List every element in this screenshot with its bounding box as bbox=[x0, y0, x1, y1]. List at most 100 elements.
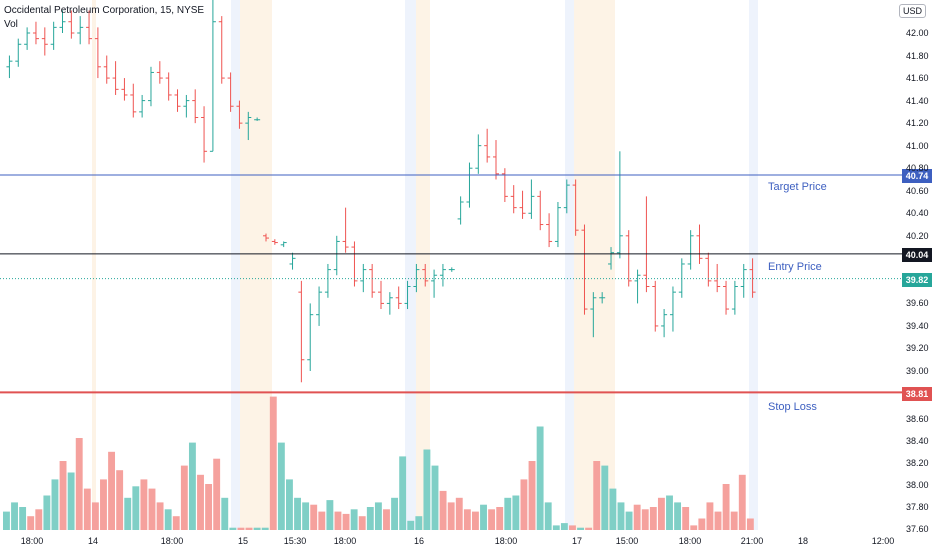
price-tick-label: 41.20 bbox=[906, 118, 929, 129]
session-band bbox=[416, 0, 430, 530]
time-tick-label: 17 bbox=[571, 536, 583, 546]
volume-bar bbox=[286, 479, 293, 530]
volume-bar bbox=[601, 465, 609, 530]
volume-bar bbox=[407, 520, 415, 530]
volume-bar bbox=[682, 507, 690, 530]
volume-bar bbox=[188, 442, 196, 530]
volume-bar bbox=[164, 509, 172, 530]
volume-bar bbox=[447, 502, 455, 530]
volume-bar bbox=[463, 509, 471, 530]
price-tick-label: 41.60 bbox=[906, 73, 929, 84]
price-tick-label: 39.40 bbox=[906, 320, 929, 331]
volume-bar bbox=[488, 509, 496, 530]
volume-bar bbox=[3, 511, 10, 530]
entry-price-label: Entry Price bbox=[768, 261, 822, 273]
volume-bar bbox=[698, 518, 706, 530]
time-tick-label: 21:00 bbox=[740, 536, 764, 546]
volume-bar bbox=[11, 502, 18, 530]
volume-bar bbox=[544, 502, 552, 530]
session-band bbox=[240, 0, 272, 530]
time-tick-label: 15:30 bbox=[283, 536, 307, 546]
volume-bar bbox=[294, 497, 301, 530]
volume-bar bbox=[730, 511, 738, 530]
volume-bar bbox=[366, 507, 374, 530]
volume-bar bbox=[19, 507, 27, 530]
volume-bar bbox=[674, 502, 682, 530]
price-tick-label: 41.80 bbox=[906, 50, 929, 61]
volume-bar bbox=[746, 518, 754, 530]
time-tick-label: 18:00 bbox=[333, 536, 357, 546]
time-tick-label: 18:00 bbox=[678, 536, 702, 546]
volume-bar bbox=[706, 502, 714, 530]
volume-bar bbox=[229, 527, 237, 530]
symbol-title[interactable]: Occidental Petroleum Corporation, 15, NY… bbox=[4, 5, 205, 16]
volume-bar bbox=[269, 396, 277, 530]
price-tick-label: 37.80 bbox=[906, 502, 929, 512]
price-tick-label: 40.80 bbox=[906, 163, 929, 174]
target-price-label: Target Price bbox=[768, 181, 827, 193]
volume-bar bbox=[625, 511, 633, 530]
chart-legend: Occidental Petroleum Corporation, 15, NY… bbox=[4, 4, 204, 32]
volume-bar bbox=[253, 527, 261, 530]
volume-bar bbox=[148, 488, 156, 530]
volume-bar bbox=[221, 497, 229, 530]
time-tick-label: 14 bbox=[87, 536, 99, 546]
volume-bar bbox=[334, 511, 342, 530]
volume-bar bbox=[536, 426, 544, 530]
volume-bar bbox=[569, 525, 576, 530]
volume-bar bbox=[100, 479, 107, 530]
volume-bar bbox=[415, 516, 423, 530]
volume-bar bbox=[124, 497, 132, 530]
volume-label[interactable]: Vol bbox=[4, 19, 18, 30]
volume-bar bbox=[156, 502, 164, 530]
volume-bar bbox=[423, 449, 431, 530]
session-band bbox=[405, 0, 416, 530]
volume-bar bbox=[116, 470, 124, 530]
volume-bar bbox=[302, 502, 310, 530]
volume-bar bbox=[609, 488, 617, 530]
volume-bar bbox=[552, 525, 560, 530]
time-tick-label: 12:00 bbox=[871, 536, 895, 546]
session-band bbox=[92, 0, 96, 530]
volume-bar bbox=[512, 495, 520, 530]
volume-bar bbox=[383, 509, 390, 530]
volume-bar bbox=[59, 461, 67, 530]
price-tick-label: 38.60 bbox=[906, 414, 929, 424]
volume-bar bbox=[528, 461, 536, 530]
volume-bar bbox=[617, 502, 625, 530]
volume-bar bbox=[245, 527, 253, 530]
price-tick-label: 41.00 bbox=[906, 140, 929, 151]
price-tick-label: 40.20 bbox=[906, 230, 929, 241]
volume-bar bbox=[35, 509, 43, 530]
volume-bar bbox=[520, 479, 528, 530]
volume-bar bbox=[391, 497, 399, 530]
session-band bbox=[565, 0, 574, 530]
volume-bar bbox=[585, 527, 593, 530]
volume-bar bbox=[633, 504, 641, 530]
session-band bbox=[749, 0, 758, 530]
volume-bar bbox=[722, 484, 730, 530]
volume-bar bbox=[666, 495, 673, 530]
time-tick-label: 18:00 bbox=[494, 536, 518, 546]
volume-bar bbox=[714, 511, 722, 530]
volume-bar bbox=[83, 488, 91, 530]
volume-bar bbox=[237, 527, 245, 530]
volume-bar bbox=[27, 516, 35, 530]
time-tick-label: 15:00 bbox=[615, 536, 639, 546]
volume-bar bbox=[690, 525, 698, 530]
price-tick-label: 37.60 bbox=[906, 524, 929, 534]
volume-bar bbox=[480, 504, 487, 530]
volume-bar bbox=[205, 484, 213, 530]
price-tick-label: 40.60 bbox=[906, 185, 929, 196]
volume-bar bbox=[180, 465, 188, 530]
price-tick-label: 41.40 bbox=[906, 95, 929, 106]
volume-bar bbox=[504, 497, 512, 530]
time-tick-label: 15 bbox=[237, 536, 249, 546]
volume-bar bbox=[318, 511, 326, 530]
currency-button[interactable]: USD bbox=[898, 4, 926, 18]
price-tick-label: 38.40 bbox=[906, 436, 929, 446]
time-tick-label: 18 bbox=[797, 536, 809, 546]
price-tick-label: 39.60 bbox=[906, 298, 929, 309]
